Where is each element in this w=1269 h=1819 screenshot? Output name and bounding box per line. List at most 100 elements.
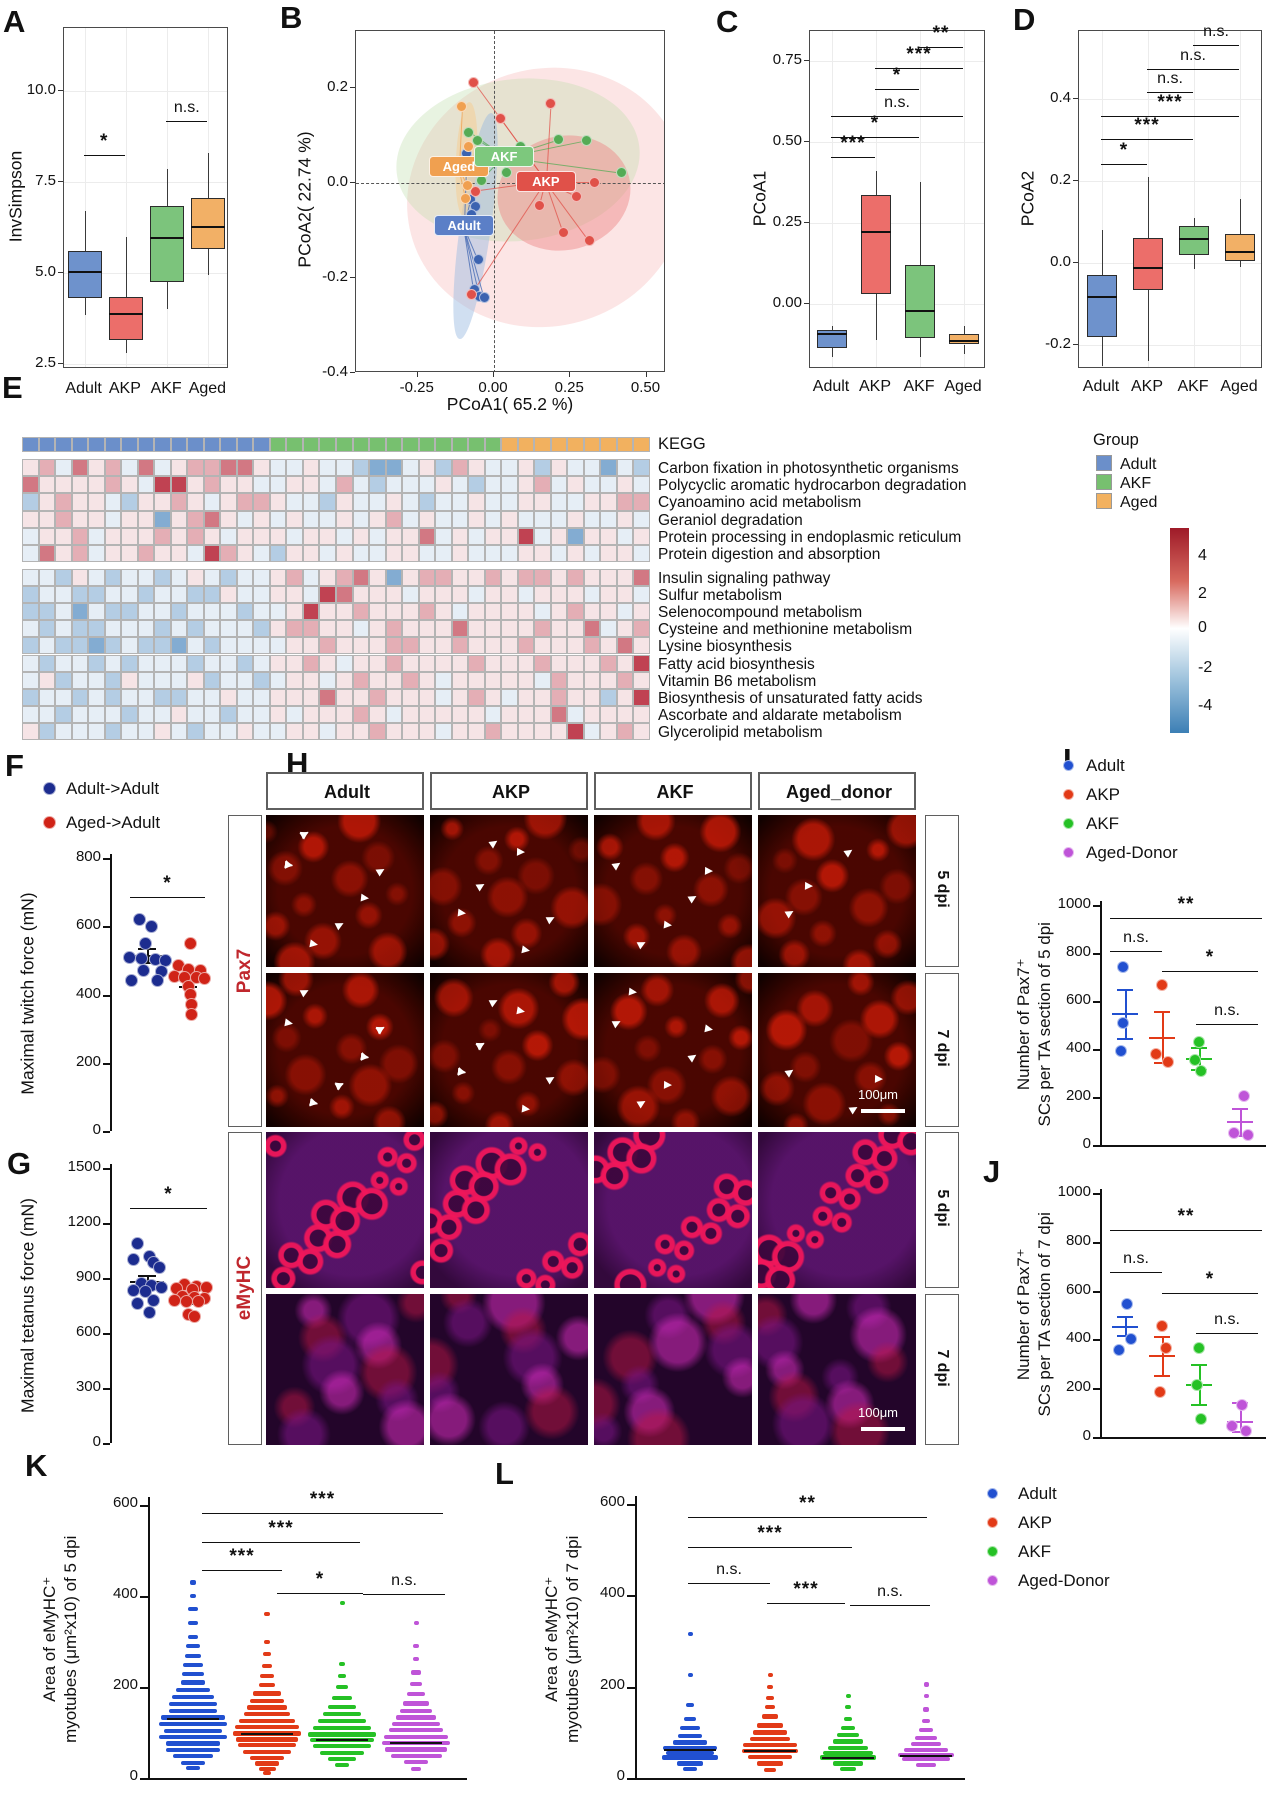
annotation-cell [402, 437, 419, 452]
data-point-Adult->Adult [152, 1261, 166, 1275]
micrograph-emyhc-AKP [430, 1294, 588, 1445]
heatmap-cell [484, 476, 502, 494]
significance-line [1193, 44, 1239, 46]
heatmap-cell [369, 586, 386, 604]
heatmap-cell [484, 654, 502, 672]
swarm-row-AKP [762, 1714, 778, 1719]
swarm-row-Adult [168, 1708, 218, 1713]
heatmap-cell [402, 545, 419, 563]
heatmap-cell [104, 527, 122, 545]
annotation-cell [137, 437, 155, 452]
heatmap-cell [319, 493, 336, 511]
heatmap-cell [336, 586, 353, 604]
data-point-AKP [494, 113, 506, 125]
x-category-label: AKP [858, 378, 891, 395]
significance-line [919, 47, 963, 48]
heatmap-cell [484, 510, 502, 528]
heatmap-cell [616, 586, 634, 604]
heatmap-cell [286, 510, 303, 528]
heatmap-cell [220, 569, 237, 587]
swarm-row-Aged-Donor [902, 1757, 950, 1762]
heatmap-cell [170, 688, 188, 706]
heatmap-cell [534, 705, 551, 723]
y-axis-label-K-line2: myotubes (μm²x10) of 5 dpi [61, 1535, 80, 1743]
heatmap-cell [302, 493, 320, 511]
micrograph-pax7-AKF [594, 973, 752, 1127]
heatmap-cell [170, 569, 188, 587]
x-category-label: AKF [150, 380, 182, 397]
swarm-row-Adult [186, 1644, 200, 1649]
heatmap-cell [418, 586, 436, 604]
y-axis-label-C: PCoA1 [749, 170, 770, 227]
data-point-Aged-Donor [1242, 1129, 1254, 1142]
data-point-Adult [1121, 1298, 1133, 1311]
heatmap-cell [501, 705, 518, 723]
y-tick-label: 600 [75, 916, 101, 934]
swarm-row-AKF [832, 1739, 864, 1744]
swarm-row-Aged-Donor [413, 1621, 419, 1626]
swarm-row-Adult [159, 1722, 227, 1727]
heatmap-cell [369, 459, 386, 477]
data-point-AKF [1195, 1064, 1207, 1077]
heatmap-cell [121, 569, 138, 587]
heatmap-cell [302, 545, 320, 563]
plot-area-A [63, 27, 228, 368]
gridline-v [1240, 31, 1241, 367]
heatmap-cell [385, 527, 403, 545]
whisker [876, 294, 877, 340]
arrowhead-icon [334, 920, 345, 931]
heatmap-cell [319, 722, 336, 740]
data-point-Adult->Adult [150, 974, 164, 988]
box-AKF [905, 265, 935, 339]
swarm-row-Aged-Donor [413, 1644, 419, 1649]
heatmap-cell [468, 722, 485, 740]
heatmap-cell [418, 493, 436, 511]
swarm-row-Adult [188, 1606, 198, 1611]
data-point-Aged->Adult [167, 1293, 181, 1307]
group-label-AKP: AKP [515, 171, 576, 193]
heatmap-cell [71, 654, 89, 672]
heatmap-cell [55, 654, 72, 672]
tick-mark [1093, 1097, 1100, 1099]
heatmap-cell [501, 459, 518, 477]
heatmap-cell [616, 510, 634, 528]
heatmap-cell [484, 722, 502, 740]
error-bar [147, 948, 149, 963]
heatmap-cell [154, 688, 171, 706]
annotation-cell [302, 437, 320, 452]
heatmap-cell [369, 654, 386, 672]
annotation-cell [352, 437, 370, 452]
heatmap-cell [22, 545, 39, 563]
heatmap-cell [616, 671, 634, 689]
significance-line [1110, 951, 1162, 953]
box-Adult [1087, 275, 1117, 337]
annotation-cell [55, 437, 72, 452]
data-point-AKF [1191, 1378, 1203, 1391]
legend-label: Adult [1086, 756, 1125, 775]
heatmap-cell [121, 527, 138, 545]
arrowhead-icon [309, 1098, 320, 1109]
significance-label: * [892, 65, 902, 87]
swarm-row-AKP [262, 1652, 272, 1657]
y-tick-label: 600 [75, 1323, 101, 1340]
heatmap-cell [550, 671, 568, 689]
y-axis-K [148, 1497, 150, 1778]
swarm-row-Adult [666, 1750, 714, 1756]
whisker [832, 326, 833, 330]
heatmap-cell [302, 671, 320, 689]
heatmap-cell [187, 545, 204, 563]
heatmap-cell [236, 688, 254, 706]
heatmap-cell [352, 476, 370, 494]
data-point-AKF [1195, 1412, 1207, 1425]
swarm-row-Aged-Donor [919, 1728, 933, 1733]
data-point-AKF [553, 133, 565, 145]
heatmap-cell [104, 620, 122, 638]
heatmap-cell [170, 603, 188, 621]
heatmap-cell [187, 671, 204, 689]
significance-label: * [1205, 947, 1215, 968]
heatmap-cell [468, 459, 485, 477]
heatmap-cell [170, 527, 188, 545]
legend-label: Adult->Adult [66, 779, 160, 798]
legend-label: Aged-Donor [1086, 843, 1178, 862]
heatmap-cell [22, 705, 39, 723]
